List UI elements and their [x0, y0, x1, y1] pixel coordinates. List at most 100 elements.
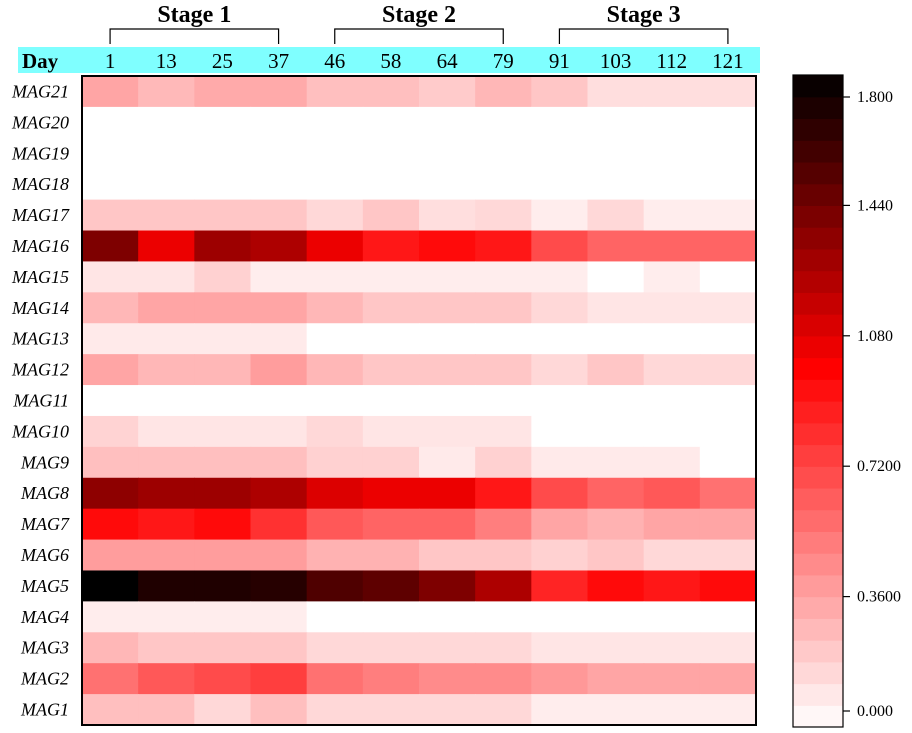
heatmap-cell [250, 230, 308, 263]
heatmap-cell [699, 663, 757, 695]
heatmap-cell [699, 230, 757, 263]
heatmap-cell [306, 415, 364, 448]
heatmap-cell [475, 199, 532, 232]
heatmap-cell [531, 230, 589, 263]
mag-label: MAG3 [20, 638, 69, 658]
heatmap-cell [82, 415, 139, 448]
heatmap-cell [475, 385, 532, 417]
colorbar-tick-label: 1.440 [857, 197, 893, 214]
stage-label: Stage 1 [157, 2, 231, 28]
heatmap-cell [699, 601, 757, 633]
heatmap-cell [138, 292, 195, 324]
heatmap-cell [475, 570, 532, 602]
heatmap-cell [419, 663, 476, 695]
heatmap-cell [587, 508, 645, 541]
heatmap-cell [306, 601, 364, 633]
heatmap-cell [419, 601, 476, 633]
heatmap-cell [306, 137, 364, 170]
heatmap-cell [475, 632, 532, 664]
heatmap-cell [419, 539, 476, 572]
heatmap-cell [587, 632, 645, 664]
heatmap-cell [250, 446, 308, 479]
heatmap-cell [587, 477, 645, 510]
heatmap-cell [419, 261, 476, 293]
heatmap-cell [250, 292, 308, 324]
heatmap-cell [475, 137, 532, 170]
heatmap-cell [531, 354, 589, 386]
heatmap-cell [138, 446, 195, 479]
colorbar-tick-label: 0.000 [857, 703, 893, 720]
mag-label: MAG5 [20, 576, 69, 596]
heatmap-cell [587, 601, 645, 633]
heatmap-cell [419, 323, 476, 355]
heatmap-cell [699, 354, 757, 386]
heatmap-cell [82, 694, 139, 726]
heatmap-cell [82, 168, 139, 201]
heatmap-cell [362, 106, 420, 139]
heatmap-cell [306, 199, 364, 232]
heatmap-cell [531, 601, 589, 633]
heatmap-cell [699, 632, 757, 664]
heatmap-cell [138, 354, 195, 386]
heatmap-cell [475, 106, 532, 139]
heatmap-cell [194, 663, 252, 695]
heatmap-cell [475, 323, 532, 355]
heatmap-border [81, 75, 757, 726]
colorbar-step [793, 444, 843, 467]
heatmap-cell [475, 601, 532, 633]
heatmap-cell [250, 76, 308, 108]
heatmap-cell [82, 323, 139, 355]
heatmap-cell [475, 694, 532, 726]
heatmap-cell [587, 230, 645, 263]
heatmap-cell [531, 632, 589, 664]
mag-label: MAG12 [11, 360, 69, 380]
day-header-band [18, 47, 760, 73]
heatmap-cell [250, 632, 308, 664]
heatmap-cell [419, 508, 476, 541]
heatmap-cell [362, 168, 420, 201]
heatmap-cell [306, 446, 364, 479]
heatmap-cell [82, 354, 139, 386]
heatmap-cell [531, 106, 589, 139]
heatmap-cell [699, 106, 757, 139]
heatmap-cell [194, 694, 252, 726]
colorbar-step [793, 683, 843, 706]
heatmap-cell [306, 694, 364, 726]
colorbar-step [793, 292, 843, 315]
mag-label: MAG6 [20, 545, 69, 565]
stage-brackets: Stage 1 Stage 2 Stage 3 [109, 2, 729, 44]
heatmap-cell [138, 694, 195, 726]
day-label: 13 [156, 49, 177, 73]
heatmap-cell [250, 106, 308, 139]
heatmap-cell [587, 570, 645, 602]
heatmap-cell [82, 508, 139, 541]
heatmap-cell [587, 292, 645, 324]
day-label: 112 [656, 49, 687, 73]
heatmap-cell [362, 199, 420, 232]
heatmap-cell [643, 76, 701, 108]
heatmap-cell [194, 199, 252, 232]
heatmap-cell [699, 76, 757, 108]
mag-label: MAG20 [11, 112, 69, 132]
heatmap-cell [475, 477, 532, 510]
heatmap-cell [419, 168, 476, 201]
heatmap-cell [419, 446, 476, 479]
heatmap-cell [82, 292, 139, 324]
heatmap-cell [419, 76, 476, 108]
heatmap-cell [475, 292, 532, 324]
colorbar-step [793, 248, 843, 272]
heatmap-cell [138, 199, 195, 232]
heatmap-cell [475, 539, 532, 572]
heatmap-cell [699, 199, 757, 232]
heatmap-cell [362, 323, 420, 355]
heatmap-cell [587, 76, 645, 108]
heatmap-cell [194, 601, 252, 633]
heatmap-cell [250, 137, 308, 170]
heatmap-cell [531, 508, 589, 541]
heatmap-cell [699, 415, 757, 448]
heatmap-cell [643, 385, 701, 417]
stage-bracket [109, 28, 280, 44]
heatmap-cell [419, 230, 476, 263]
heatmap-cells [82, 76, 757, 726]
heatmap-cell [643, 508, 701, 541]
